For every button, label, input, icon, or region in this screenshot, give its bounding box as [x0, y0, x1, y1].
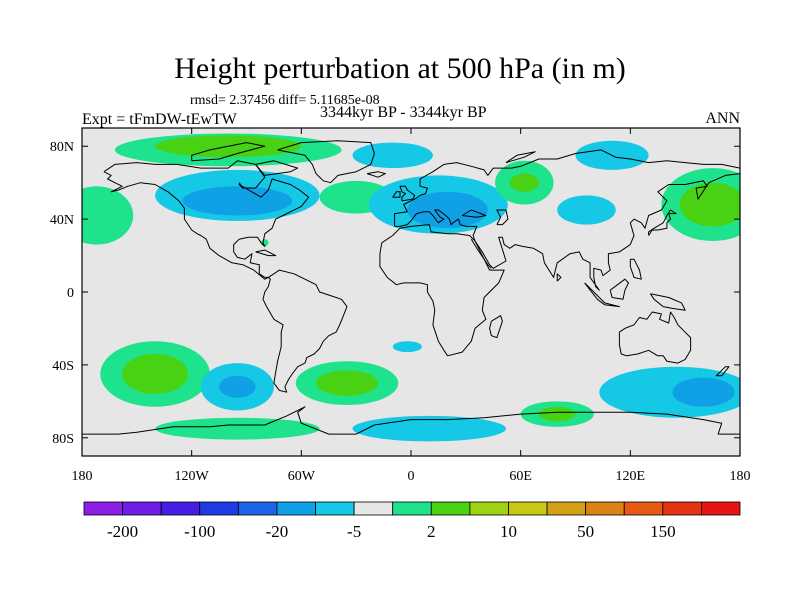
coastline-antarctica — [82, 406, 740, 435]
coastline-svalbard-novaya — [505, 151, 536, 164]
coastline-new-zealand — [715, 366, 730, 377]
anomaly-north-pacific-west-core — [679, 182, 740, 227]
colorbar-label: 2 — [427, 522, 436, 541]
coastline-hudson-bay-inner — [238, 182, 244, 189]
coastline-black-sea — [461, 209, 487, 218]
anomaly-south-atlantic-small — [392, 341, 422, 353]
lon-tick-label: 60W — [288, 469, 316, 484]
anomaly-north-america-core — [182, 186, 293, 216]
season-label: ANN — [705, 110, 740, 127]
colorbar-label: -20 — [266, 522, 289, 541]
coastline-south-america — [262, 269, 348, 393]
colorbar-swatch — [237, 501, 278, 516]
coastline-layer — [82, 140, 740, 435]
coastline-madagascar — [489, 315, 503, 339]
colorbar-label: -100 — [184, 522, 215, 541]
lat-tick-label: 80N — [50, 140, 74, 155]
coastline-uk — [399, 185, 416, 202]
anomaly-south-pacific-australia-core — [672, 377, 735, 407]
colorbar-swatch — [353, 501, 394, 516]
experiment-label: Expt = tFmDW-tEwTW — [82, 111, 237, 128]
colorbar-label: 150 — [650, 522, 676, 541]
coastline-greenland — [277, 140, 375, 184]
colorbar-swatch — [508, 501, 548, 516]
lon-tick-label: 0 — [408, 469, 415, 484]
lon-tick-label: 180 — [730, 469, 751, 484]
anomaly-south-pacific-east-core — [219, 375, 256, 398]
colorbar-swatch — [430, 501, 471, 516]
colorbar-swatch — [199, 501, 239, 516]
coastline-canadian-archipelago — [191, 142, 266, 162]
colorbar-swatch — [623, 501, 664, 516]
coastline-japan — [648, 209, 677, 236]
anomaly-western-siberia-core — [509, 173, 539, 192]
colorbar-label: 10 — [500, 522, 517, 541]
stats-label: rmsd= 2.37456 diff= 5.11685e-08 — [190, 93, 380, 108]
coastline-ireland — [392, 191, 401, 198]
anomaly-europe-core — [407, 191, 488, 229]
coastline-north-america — [103, 160, 310, 280]
lat-tick-label: 0 — [67, 286, 74, 301]
colorbar-label: -200 — [107, 522, 138, 541]
axis-ticks: 180 120W 60W 0 60E 120E 180 80N 40N 0 40S 80S — [50, 128, 751, 484]
map-title: Height perturbation at 500 hPa (in m) — [174, 52, 626, 85]
colorbar-swatch — [701, 501, 741, 516]
coastline-philippines — [629, 258, 642, 280]
anomaly-southern-indian-core — [538, 406, 576, 422]
coastline-baffin — [255, 160, 299, 176]
colorbar-swatch — [392, 501, 432, 516]
coastline-africa — [379, 224, 505, 357]
colorbar-swatch — [585, 501, 625, 516]
coastline-australia — [618, 311, 692, 364]
colorbar-swatch — [160, 501, 201, 516]
lon-tick-label: 120E — [616, 469, 646, 484]
anomaly-north-pacific-east — [82, 186, 134, 245]
lon-tick-label: 120W — [175, 469, 210, 484]
coastline-cuba — [255, 249, 277, 257]
coastline-borneo — [609, 278, 629, 300]
coastline-caspian — [496, 209, 509, 226]
lat-tick-label: 40S — [52, 359, 74, 374]
coastline-arabia-red-sea — [470, 238, 492, 269]
anomaly-south-atlantic-core — [315, 370, 379, 396]
colorbar-label: -5 — [347, 522, 361, 541]
colorbar-swatch — [83, 501, 123, 516]
lat-tick-label: 80S — [52, 432, 74, 447]
lon-tick-label: 60E — [509, 469, 532, 484]
anomaly-north-atlantic-high — [352, 142, 433, 169]
colorbar-swatch — [469, 501, 509, 516]
lat-tick-label: 40N — [50, 213, 74, 228]
colorbar: -200 -100 -20 -5 2 10 50 150 — [83, 501, 741, 541]
colorbar-swatch — [546, 501, 587, 516]
coastline-iceland — [366, 171, 386, 178]
colorbar-swatch — [662, 501, 702, 516]
coastline-sumatra-java — [584, 282, 620, 308]
coastline-eurasia — [394, 149, 740, 291]
anomaly-south-pacific-west-core — [122, 353, 189, 395]
coastline-sri-lanka — [556, 273, 562, 282]
colorbar-swatch — [276, 501, 316, 516]
anomaly-central-asia — [557, 195, 616, 225]
anomaly-southern-ocean-s — [155, 417, 320, 440]
anomaly-layer — [82, 133, 740, 442]
coastline-new-guinea — [649, 293, 686, 311]
lon-tick-label: 180 — [72, 469, 93, 484]
colorbar-swatch — [315, 501, 355, 516]
colorbar-swatch — [122, 501, 162, 516]
period-label: 3344kyr BP - 3344kyr BP — [320, 104, 487, 121]
colorbar-label: 50 — [577, 522, 594, 541]
